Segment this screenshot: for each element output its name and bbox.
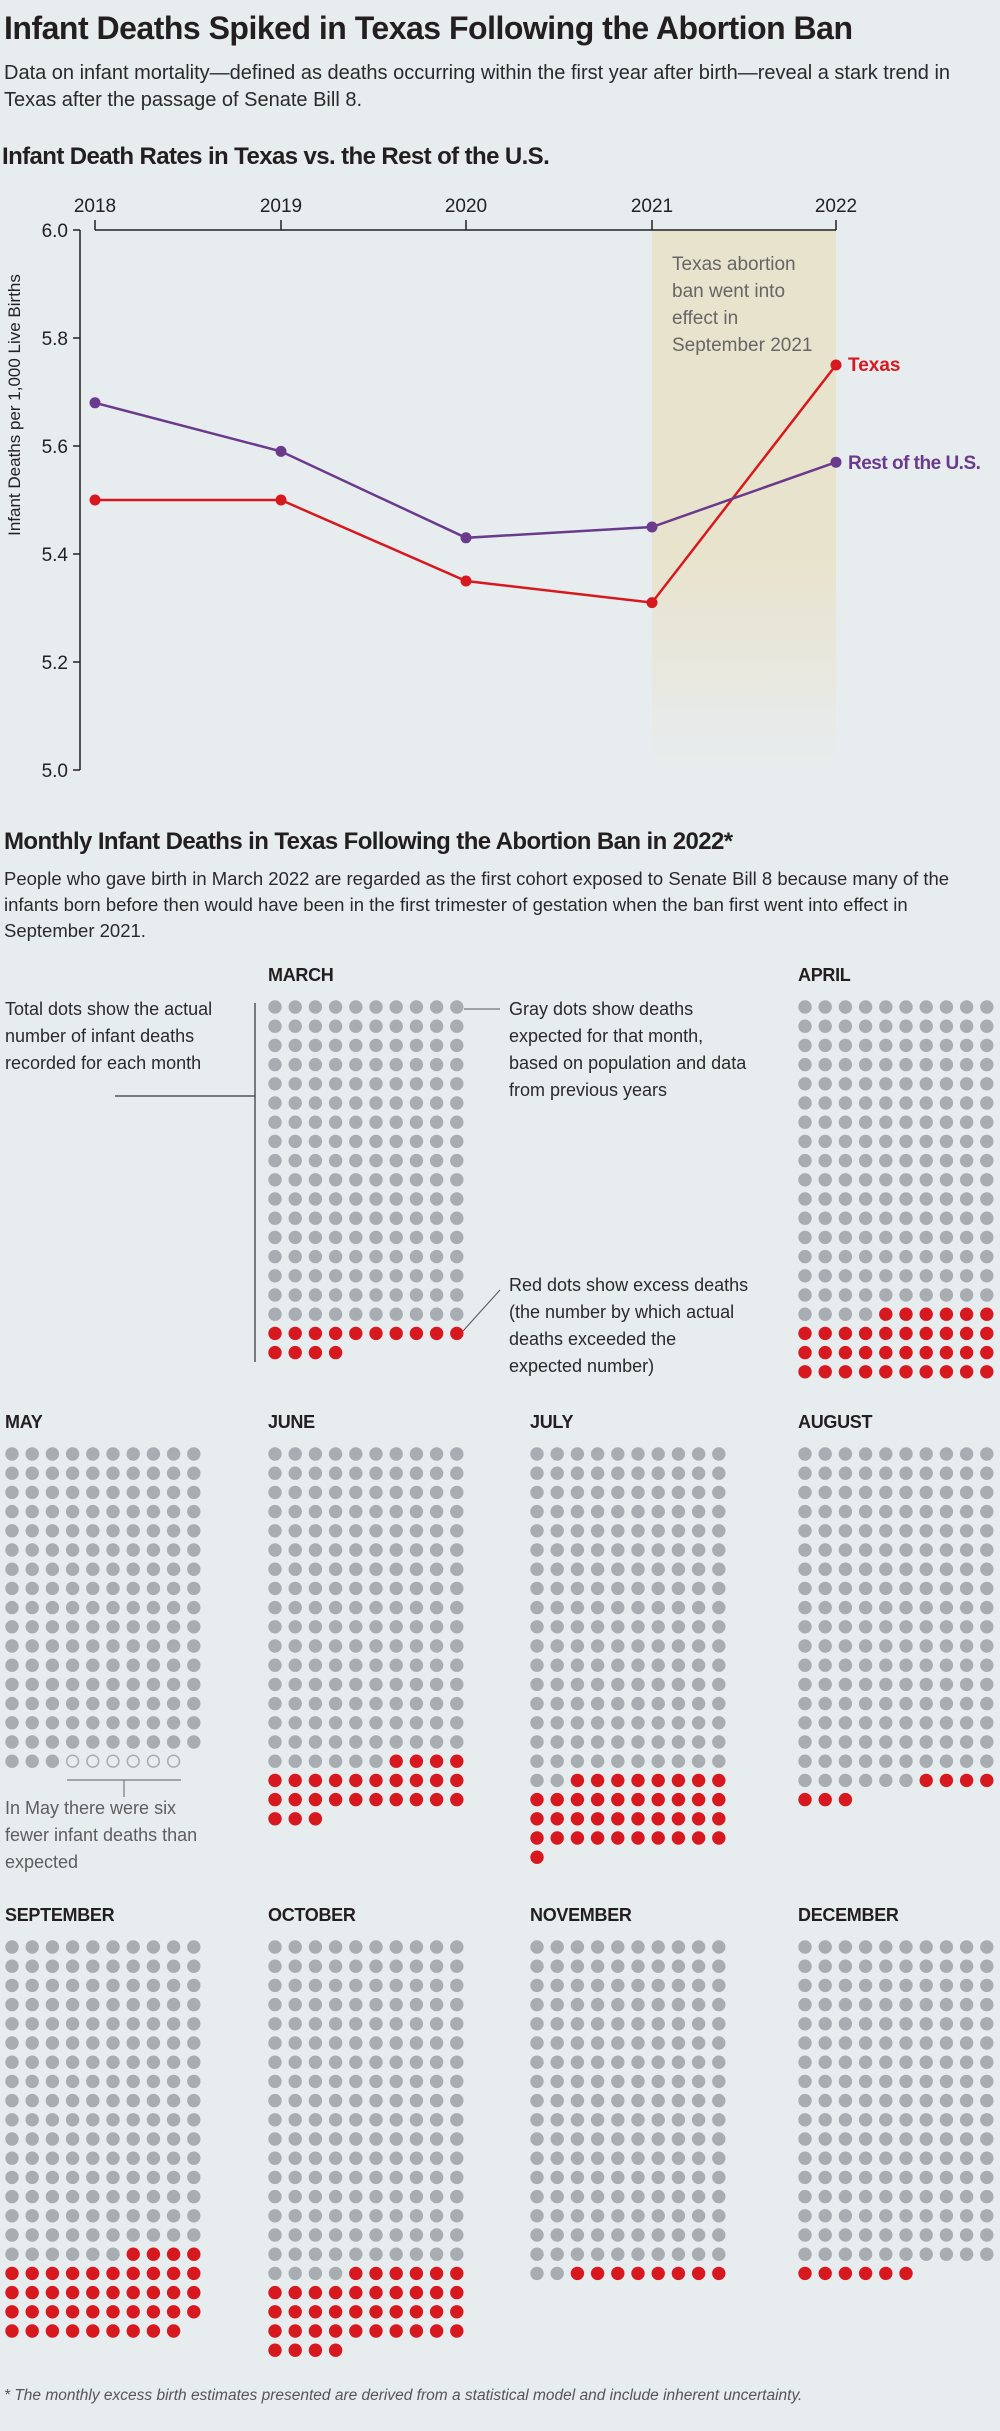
month-grid-may: MAY	[5, 1412, 210, 1779]
month-grid-august: AUGUST	[798, 1412, 1000, 1818]
legend-total-note: Total dots show the actual number of inf…	[5, 999, 213, 1073]
month-label: MARCH	[268, 965, 334, 985]
svg-text:5.2: 5.2	[42, 653, 68, 674]
month-label: JULY	[530, 1412, 574, 1432]
line-chart: 2018 2019 2020 2021 2022 5.0 5.2 5.4 5.6 5.8 6.0 In…	[5, 196, 981, 782]
page-title: Infant Deaths Spiked in Texas Following …	[4, 10, 853, 46]
dot-grid	[798, 1000, 994, 1379]
month-label: MAY	[5, 1412, 43, 1432]
month-label: AUGUST	[798, 1412, 873, 1432]
dot-grid	[268, 1940, 464, 2357]
month-label: DECEMBER	[798, 1905, 899, 1925]
svg-text:6.0: 6.0	[42, 221, 68, 242]
month-grid-september: SEPTEMBER	[5, 1905, 210, 2349]
svg-text:Rest of the U.S.: Rest of the U.S.	[848, 453, 980, 474]
svg-text:Texas: Texas	[848, 355, 900, 376]
month-label: SEPTEMBER	[5, 1905, 115, 1925]
svg-text:effect in: effect in	[672, 308, 738, 329]
svg-text:5.8: 5.8	[42, 329, 68, 350]
month-grid-june: JUNE	[268, 1412, 473, 1837]
monthly-section-description: People who gave birth in March 2022 are …	[4, 868, 950, 941]
svg-text:2019: 2019	[260, 196, 302, 217]
ban-period-band	[652, 230, 836, 770]
svg-text:2021: 2021	[631, 196, 673, 217]
svg-text:September 2021: September 2021	[672, 335, 813, 356]
dot-grid	[268, 1000, 464, 1360]
month-grid-november: NOVEMBER	[530, 1905, 735, 2292]
month-grid-march: MARCH	[268, 965, 473, 1371]
month-label: APRIL	[798, 965, 851, 985]
svg-text:ban went into: ban went into	[672, 281, 785, 302]
svg-text:2020: 2020	[445, 196, 487, 217]
month-label: JUNE	[268, 1412, 315, 1432]
page-subtitle: Data on infant mortality—defined as deat…	[4, 62, 951, 111]
dot-grid	[530, 1940, 726, 2281]
chart-axes: 2018 2019 2020 2021 2022 5.0 5.2 5.4 5.6 5.8 6.0 In…	[5, 196, 857, 782]
dot-grid	[5, 1447, 201, 1768]
dot-grid	[798, 1447, 994, 1807]
footnote: * The monthly excess birth estimates pre…	[4, 2387, 803, 2404]
svg-text:2022: 2022	[815, 196, 857, 217]
legend-gray-note: Gray dots show deaths expected for that …	[509, 999, 747, 1100]
svg-text:5.4: 5.4	[42, 545, 69, 566]
dot-grid	[268, 1447, 464, 1826]
dot-grid	[798, 1940, 994, 2281]
svg-text:5.6: 5.6	[42, 437, 68, 458]
dot-grid	[530, 1447, 726, 1864]
chart-labels: Texas abortion ban went into effect in Sept…	[672, 254, 981, 474]
line-chart-title: Infant Death Rates in Texas vs. the Rest…	[2, 143, 550, 170]
month-grid-december: DECEMBER	[798, 1905, 1000, 2292]
svg-text:5.0: 5.0	[42, 761, 68, 782]
legend-red-note: Red dots show excess deaths (the number …	[509, 1275, 749, 1376]
month-label: NOVEMBER	[530, 1905, 632, 1925]
chart-lines	[89, 359, 842, 609]
svg-text:Infant Deaths per 1,000 Live B: Infant Deaths per 1,000 Live Births	[5, 274, 24, 536]
svg-text:2018: 2018	[74, 196, 116, 217]
month-grid-july: JULY	[530, 1412, 735, 1875]
month-grid-october: OCTOBER	[268, 1905, 473, 2368]
monthly-section-title: Monthly Infant Deaths in Texas Following…	[4, 828, 733, 855]
svg-text:Texas abortion: Texas abortion	[672, 254, 796, 275]
may-note: In May there were six fewer infant death…	[5, 1798, 198, 1872]
month-label: OCTOBER	[268, 1905, 356, 1925]
month-grid-april: APRIL	[798, 965, 1000, 1390]
dot-grid	[5, 1940, 201, 2338]
